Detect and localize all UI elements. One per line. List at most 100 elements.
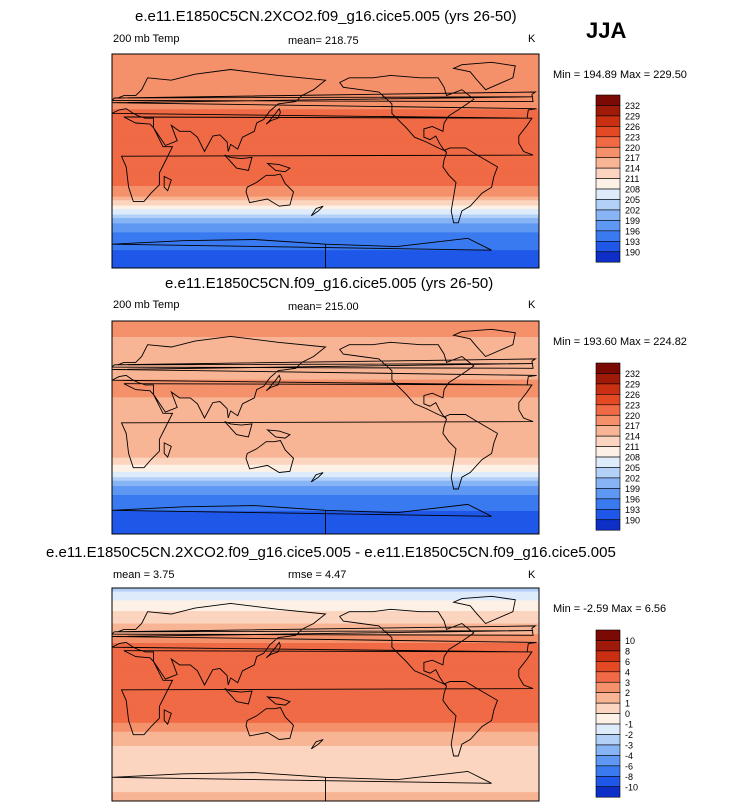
colorbar-tick-label: 223 bbox=[625, 400, 640, 410]
panel1-units: K bbox=[528, 33, 536, 45]
field-band bbox=[112, 393, 539, 397]
colorbar-box bbox=[595, 765, 621, 777]
field-band bbox=[112, 234, 539, 237]
colorbar-box bbox=[595, 209, 621, 221]
field-band bbox=[112, 397, 539, 400]
field-band bbox=[112, 507, 539, 510]
field-band bbox=[112, 489, 539, 492]
field-band bbox=[112, 62, 539, 66]
field-band bbox=[112, 356, 539, 359]
field-band bbox=[112, 756, 539, 759]
field-band bbox=[112, 689, 539, 692]
field-band bbox=[112, 774, 539, 777]
colorbar-tick-label: 0 bbox=[625, 709, 630, 719]
field-band bbox=[112, 482, 539, 485]
field-band bbox=[112, 470, 539, 473]
field-band bbox=[112, 196, 539, 200]
field-band bbox=[112, 655, 539, 658]
field-band bbox=[112, 75, 539, 78]
colorbar-tick-label: 202 bbox=[625, 473, 640, 483]
field-band bbox=[112, 93, 539, 96]
field-band bbox=[112, 322, 539, 326]
field-band bbox=[112, 598, 539, 602]
field-band bbox=[112, 157, 539, 160]
field-band bbox=[112, 480, 539, 484]
colorbar-tick-label: 196 bbox=[625, 226, 640, 236]
field-band bbox=[112, 237, 539, 241]
colorbar-box bbox=[595, 241, 621, 253]
field-band bbox=[112, 395, 539, 398]
field-band bbox=[112, 184, 539, 187]
field-band bbox=[112, 228, 539, 232]
field-band bbox=[112, 450, 539, 453]
field-band bbox=[112, 409, 539, 413]
field-band bbox=[112, 232, 539, 235]
field-band bbox=[112, 466, 539, 469]
field-band bbox=[112, 420, 539, 423]
colorbar-tick-label: 193 bbox=[625, 505, 640, 515]
field-band bbox=[112, 502, 539, 505]
field-band bbox=[112, 230, 539, 233]
field-band bbox=[112, 185, 539, 189]
field-band bbox=[112, 674, 539, 678]
colorbar-tick-label: -6 bbox=[625, 761, 633, 771]
field-band bbox=[112, 724, 539, 728]
colorbar-tick-label: 1 bbox=[625, 699, 630, 709]
field-band bbox=[112, 368, 539, 372]
colorbar-box bbox=[595, 188, 621, 200]
field-band bbox=[112, 687, 539, 690]
field-band bbox=[112, 698, 539, 701]
field-band bbox=[112, 639, 539, 642]
field-band bbox=[112, 625, 539, 628]
field-band bbox=[112, 634, 539, 637]
field-band bbox=[112, 376, 539, 379]
colorbar-box bbox=[595, 671, 621, 683]
field-band bbox=[112, 80, 539, 84]
field-band bbox=[112, 676, 539, 680]
field-band bbox=[112, 438, 539, 441]
field-band bbox=[112, 329, 539, 333]
field-band bbox=[112, 193, 539, 196]
field-band bbox=[112, 324, 539, 327]
field-band bbox=[112, 344, 539, 347]
field-band bbox=[112, 719, 539, 722]
field-band bbox=[112, 491, 539, 494]
field-band bbox=[112, 177, 539, 180]
colorbar-tick-label: 232 bbox=[625, 101, 640, 111]
colorbar-box bbox=[595, 167, 621, 179]
field-band bbox=[112, 89, 539, 93]
colorbar-tick-label: -2 bbox=[625, 730, 633, 740]
panel1-frame bbox=[111, 53, 540, 269]
field-band bbox=[112, 77, 539, 80]
colorbar-tick-label: 214 bbox=[625, 432, 640, 442]
field-band bbox=[112, 461, 539, 464]
field-band bbox=[112, 352, 539, 356]
colorbar-box bbox=[595, 425, 621, 437]
field-band bbox=[112, 127, 539, 130]
field-band bbox=[112, 423, 539, 427]
field-band bbox=[112, 427, 539, 430]
field-band bbox=[112, 384, 539, 388]
colorbar-box bbox=[595, 414, 621, 426]
field-band bbox=[112, 758, 539, 761]
field-band bbox=[112, 218, 539, 221]
field-band bbox=[112, 478, 539, 482]
colorbar-tick-label: 4 bbox=[625, 667, 630, 677]
panel1-title: e.e11.E1850C5CN.2XCO2.f09_g16.cice5.005 … bbox=[135, 8, 517, 25]
field-band bbox=[112, 331, 539, 335]
field-band bbox=[112, 589, 539, 593]
field-band bbox=[112, 635, 539, 639]
field-band bbox=[112, 411, 539, 414]
colorbar-tick-label: 211 bbox=[625, 174, 639, 184]
field-band bbox=[112, 390, 539, 393]
field-band bbox=[112, 392, 539, 395]
colorbar-box bbox=[595, 446, 621, 458]
field-band bbox=[112, 621, 539, 625]
colorbar-tick-label: 208 bbox=[625, 453, 640, 463]
field-band bbox=[112, 623, 539, 626]
field-band bbox=[112, 125, 539, 128]
field-band bbox=[112, 726, 539, 729]
field-band bbox=[112, 473, 539, 477]
coastline bbox=[112, 595, 537, 801]
colorbar-tick-label: 211 bbox=[625, 442, 639, 452]
